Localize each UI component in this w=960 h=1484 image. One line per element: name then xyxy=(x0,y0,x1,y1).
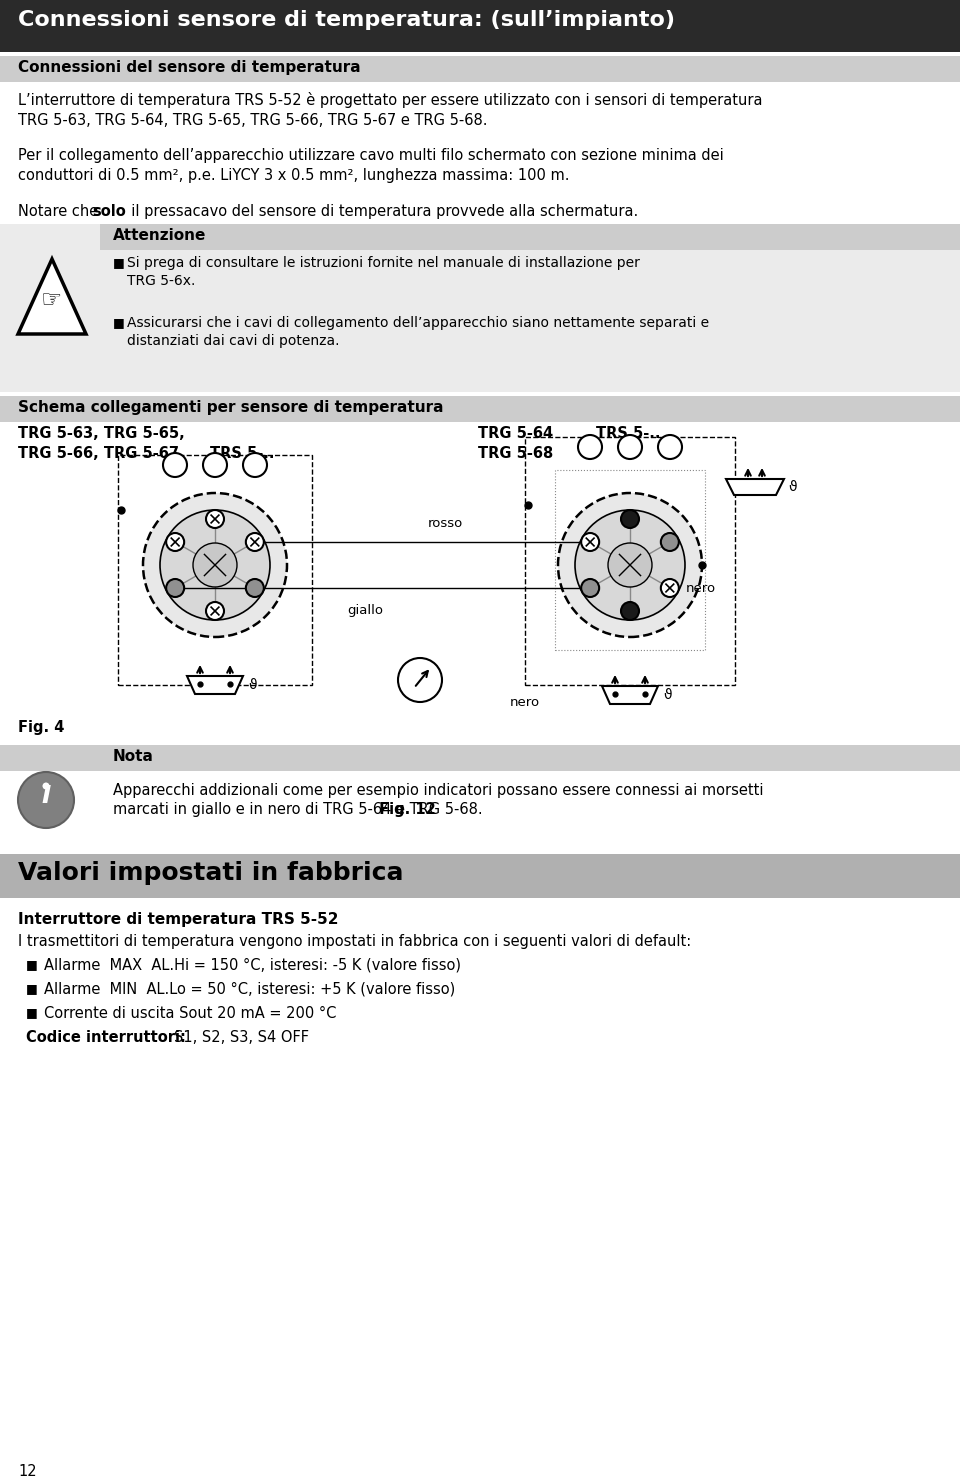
Text: Corrente di uscita Sout 20 mA = 200 °C: Corrente di uscita Sout 20 mA = 200 °C xyxy=(44,1006,336,1021)
Bar xyxy=(0,853,960,898)
Text: ϑ: ϑ xyxy=(248,678,256,692)
Bar xyxy=(0,0,960,52)
Text: marcati in giallo e in nero di TRG 5-64 e TRG 5-68.: marcati in giallo e in nero di TRG 5-64 … xyxy=(113,801,483,818)
Text: ■: ■ xyxy=(113,257,125,269)
Text: TRS 5-..: TRS 5-.. xyxy=(210,447,275,462)
Circle shape xyxy=(578,435,602,459)
Circle shape xyxy=(18,772,74,828)
Text: I trasmettitori di temperatura vengono impostati in fabbrica con i seguenti valo: I trasmettitori di temperatura vengono i… xyxy=(18,933,691,948)
Text: Allarme  MIN  AL.Lo = 50 °C, isteresi: +5 K (valore fisso): Allarme MIN AL.Lo = 50 °C, isteresi: +5 … xyxy=(44,982,455,997)
Text: il pressacavo del sensore di temperatura provvede alla schermatura.: il pressacavo del sensore di temperatura… xyxy=(122,203,638,220)
Bar xyxy=(555,470,705,650)
Circle shape xyxy=(660,579,679,597)
Circle shape xyxy=(42,782,50,789)
Text: solo: solo xyxy=(92,203,126,220)
Circle shape xyxy=(246,533,264,551)
Circle shape xyxy=(581,533,599,551)
Polygon shape xyxy=(18,260,86,334)
Text: Interruttore di temperatura TRS 5-52: Interruttore di temperatura TRS 5-52 xyxy=(18,913,339,928)
Text: Notare che: Notare che xyxy=(18,203,103,220)
Circle shape xyxy=(618,435,642,459)
Circle shape xyxy=(166,533,184,551)
Text: TRG 5-64: TRG 5-64 xyxy=(478,426,553,441)
Circle shape xyxy=(193,543,237,588)
Text: L’interruttore di temperatura TRS 5-52 è progettato per essere utilizzato con i : L’interruttore di temperatura TRS 5-52 è… xyxy=(18,92,762,129)
Text: Apparecchi addizionali come per esempio indicatori possano essere connessi ai mo: Apparecchi addizionali come per esempio … xyxy=(113,784,763,798)
Text: 12: 12 xyxy=(18,1465,36,1480)
Text: Per il collegamento dell’apparecchio utilizzare cavo multi filo schermato con se: Per il collegamento dell’apparecchio uti… xyxy=(18,148,724,184)
Polygon shape xyxy=(602,686,658,703)
Text: Nota: Nota xyxy=(113,749,154,764)
Bar xyxy=(0,396,960,421)
Circle shape xyxy=(206,603,224,620)
Text: TRS 5-..: TRS 5-.. xyxy=(596,426,660,441)
Bar xyxy=(0,745,960,772)
Text: Codice interruttori:: Codice interruttori: xyxy=(26,1030,191,1045)
Text: giallo: giallo xyxy=(348,604,384,617)
Text: Allarme  MAX  AL.Hi = 150 °C, isteresi: -5 K (valore fisso): Allarme MAX AL.Hi = 150 °C, isteresi: -5… xyxy=(44,959,461,974)
Text: Assicurarsi che i cavi di collegamento dell’apparecchio siano nettamente separat: Assicurarsi che i cavi di collegamento d… xyxy=(127,316,709,349)
Text: nero: nero xyxy=(510,696,540,708)
Circle shape xyxy=(660,533,679,551)
Text: Attenzione: Attenzione xyxy=(113,229,206,243)
Text: Connessioni sensore di temperatura: (sull’impianto): Connessioni sensore di temperatura: (sul… xyxy=(18,10,675,30)
Bar xyxy=(525,436,735,686)
Circle shape xyxy=(608,543,652,588)
Circle shape xyxy=(558,493,702,637)
Text: ■: ■ xyxy=(113,316,125,329)
Circle shape xyxy=(143,493,287,637)
Text: I: I xyxy=(41,784,51,807)
Text: nero: nero xyxy=(685,582,716,595)
Circle shape xyxy=(243,453,267,476)
Circle shape xyxy=(398,657,442,702)
Bar xyxy=(100,224,960,249)
Circle shape xyxy=(206,510,224,528)
Circle shape xyxy=(658,435,682,459)
Text: ϑ: ϑ xyxy=(788,479,797,494)
Text: Fig. 4: Fig. 4 xyxy=(18,720,64,735)
Circle shape xyxy=(166,579,184,597)
Text: rosso: rosso xyxy=(427,516,463,530)
Text: ☞: ☞ xyxy=(41,288,62,313)
Text: Schema collegamenti per sensore di temperatura: Schema collegamenti per sensore di tempe… xyxy=(18,401,444,416)
Text: TRG 5-66, TRG 5-67: TRG 5-66, TRG 5-67 xyxy=(18,447,179,462)
Text: ■: ■ xyxy=(26,1006,37,1020)
Text: Fig. 12: Fig. 12 xyxy=(373,801,436,818)
Text: ■: ■ xyxy=(26,982,37,994)
Circle shape xyxy=(621,510,639,528)
Circle shape xyxy=(575,510,685,620)
Text: Connessioni del sensore di temperatura: Connessioni del sensore di temperatura xyxy=(18,59,361,76)
Circle shape xyxy=(163,453,187,476)
Polygon shape xyxy=(726,479,784,496)
Bar xyxy=(0,56,960,82)
Text: Si prega di consultare le istruzioni fornite nel manuale di installazione per
TR: Si prega di consultare le istruzioni for… xyxy=(127,257,640,288)
Bar xyxy=(118,456,312,686)
Text: TRG 5-68: TRG 5-68 xyxy=(478,447,553,462)
Bar xyxy=(0,224,960,392)
Polygon shape xyxy=(187,677,243,695)
Text: TRG 5-63, TRG 5-65,: TRG 5-63, TRG 5-65, xyxy=(18,426,184,441)
Text: ϑ: ϑ xyxy=(663,689,671,702)
Circle shape xyxy=(203,453,227,476)
Circle shape xyxy=(581,579,599,597)
Circle shape xyxy=(160,510,270,620)
Text: ■: ■ xyxy=(26,959,37,971)
Text: S1, S2, S3, S4 OFF: S1, S2, S3, S4 OFF xyxy=(174,1030,309,1045)
Circle shape xyxy=(621,603,639,620)
Text: Valori impostati in fabbrica: Valori impostati in fabbrica xyxy=(18,861,403,884)
Circle shape xyxy=(246,579,264,597)
